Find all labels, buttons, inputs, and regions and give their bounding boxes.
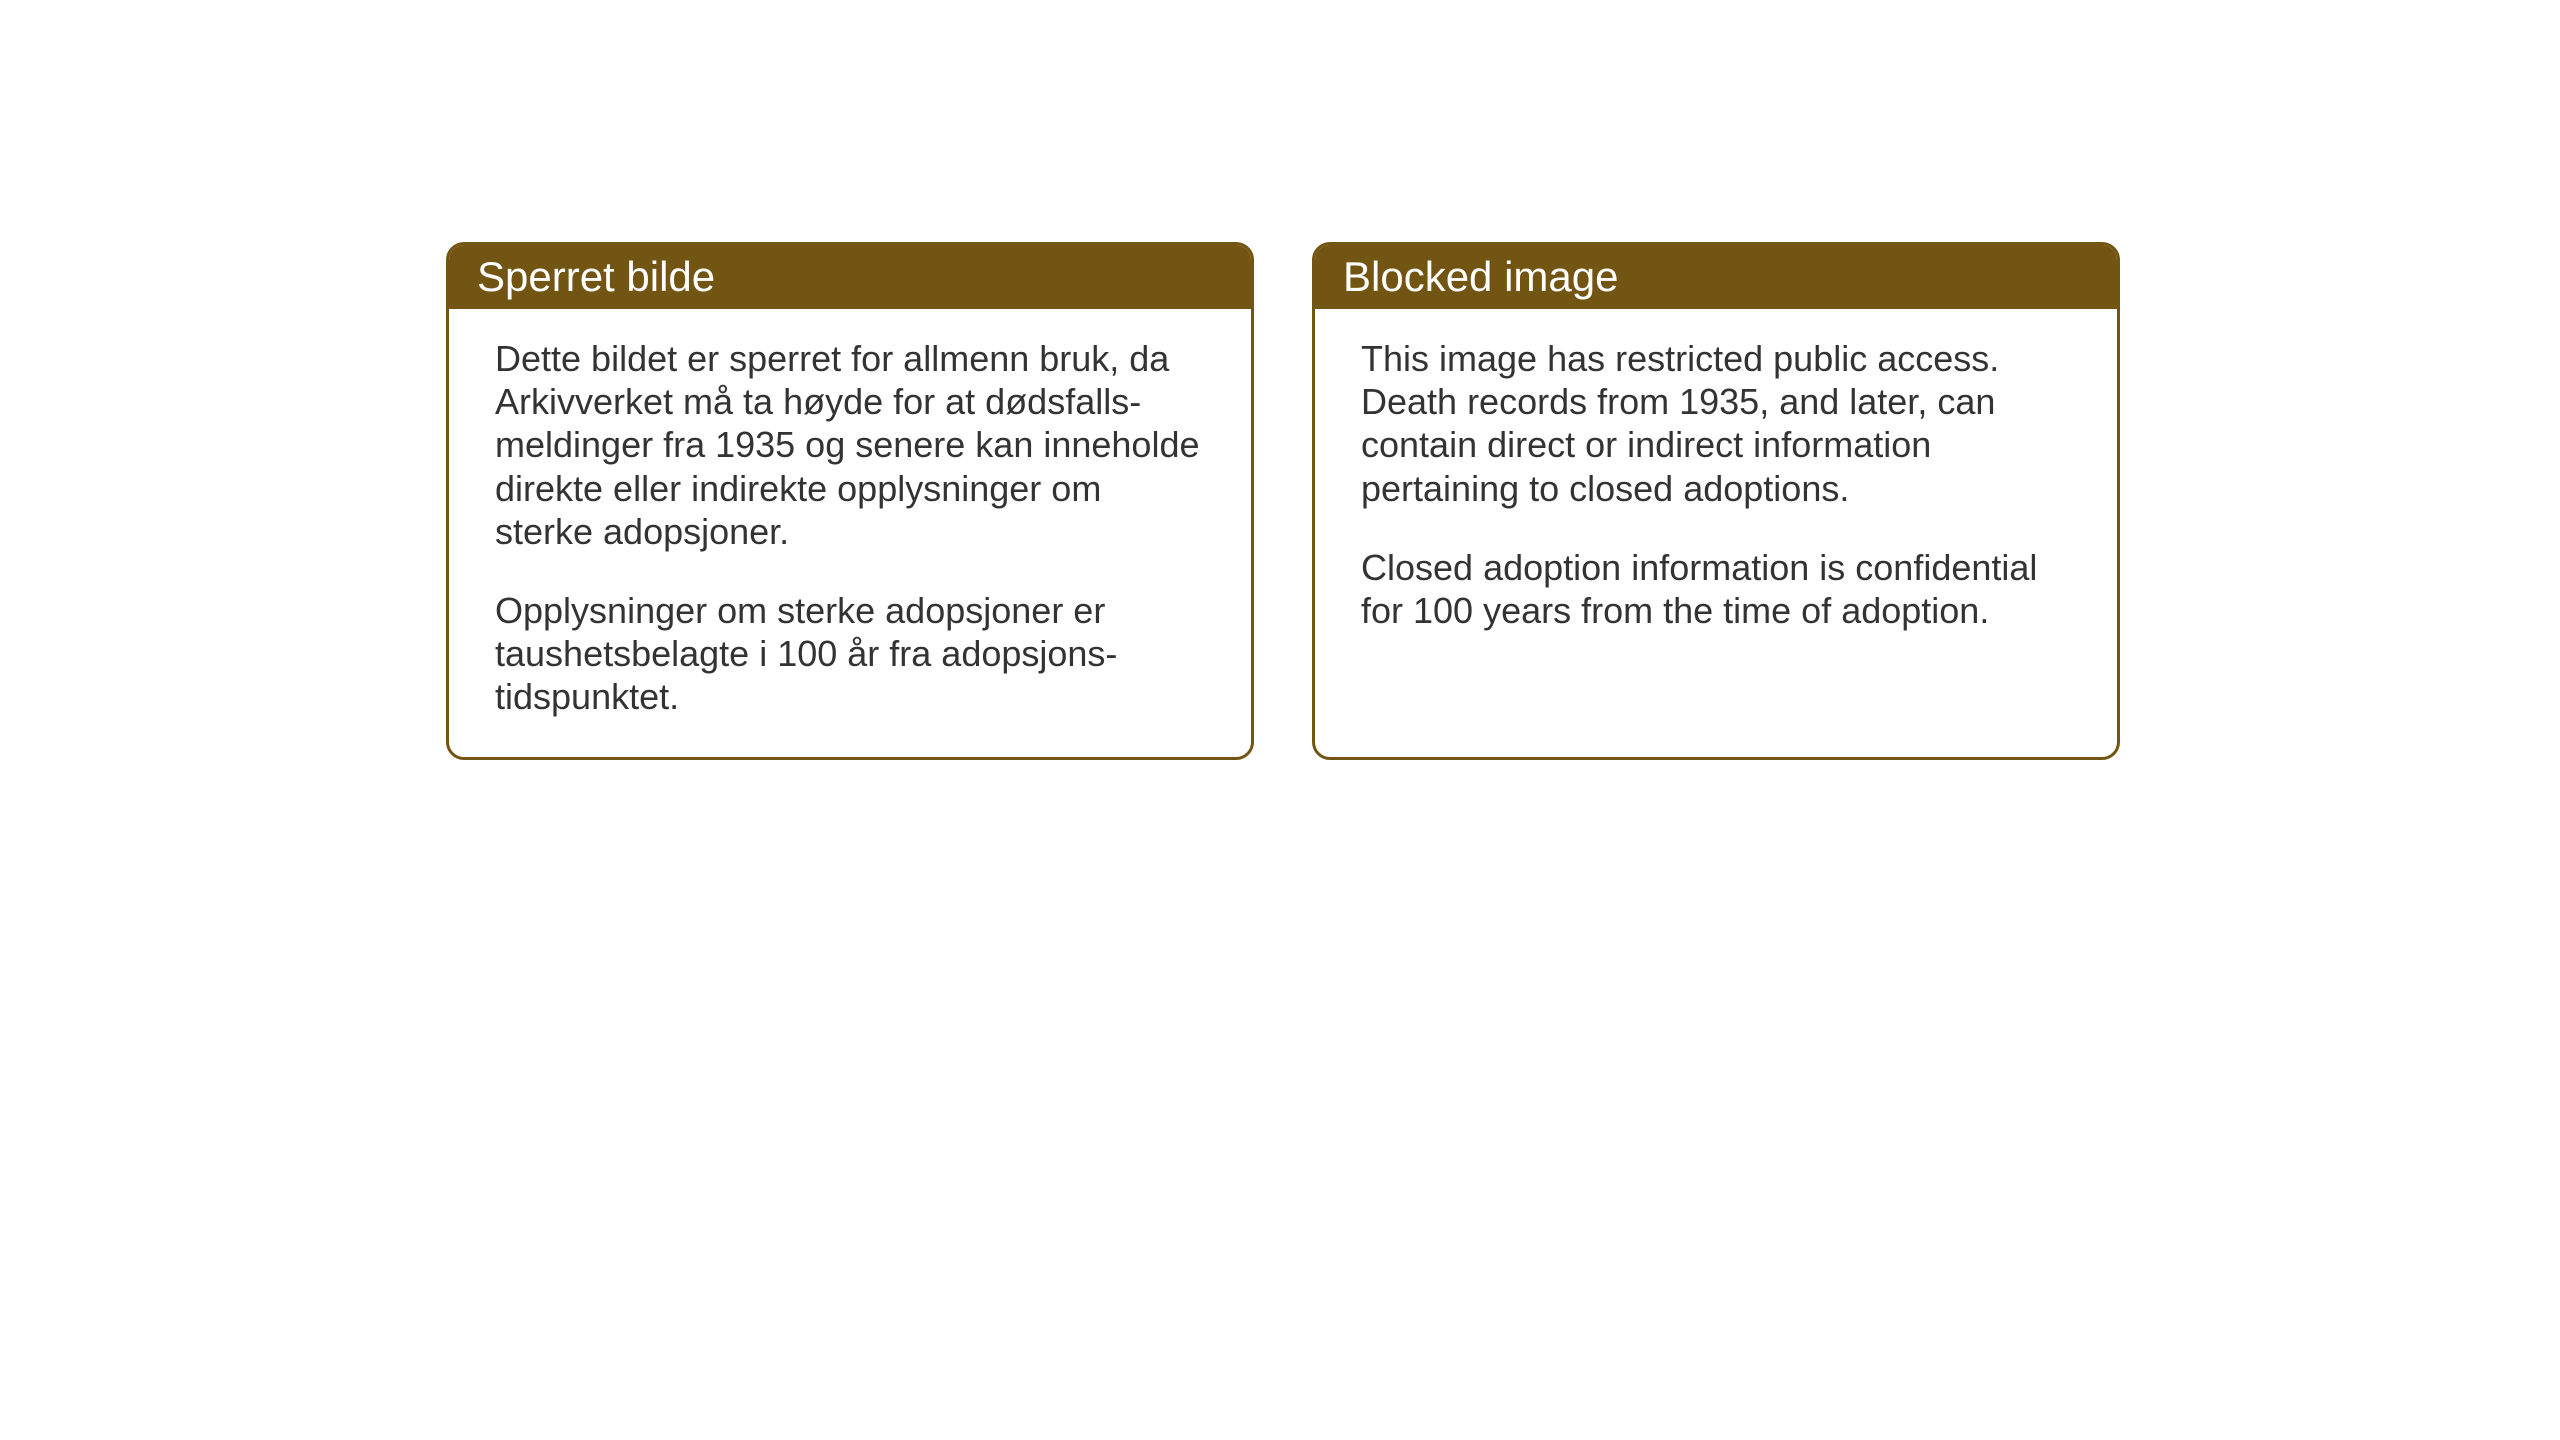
card-english-body: This image has restricted public access.… — [1315, 309, 2117, 719]
card-norwegian-title: Sperret bilde — [477, 253, 715, 300]
card-english-header: Blocked image — [1315, 245, 2117, 309]
card-english-paragraph-2: Closed adoption information is confident… — [1361, 546, 2071, 632]
card-norwegian-paragraph-2: Opplysninger om sterke adopsjoner er tau… — [495, 589, 1205, 719]
card-english-paragraph-1: This image has restricted public access.… — [1361, 337, 2071, 510]
cards-container: Sperret bilde Dette bildet er sperret fo… — [446, 242, 2120, 760]
card-norwegian-paragraph-1: Dette bildet er sperret for allmenn bruk… — [495, 337, 1205, 553]
card-english-title: Blocked image — [1343, 253, 1618, 300]
card-norwegian: Sperret bilde Dette bildet er sperret fo… — [446, 242, 1254, 760]
card-english: Blocked image This image has restricted … — [1312, 242, 2120, 760]
card-norwegian-header: Sperret bilde — [449, 245, 1251, 309]
card-norwegian-body: Dette bildet er sperret for allmenn bruk… — [449, 309, 1251, 757]
